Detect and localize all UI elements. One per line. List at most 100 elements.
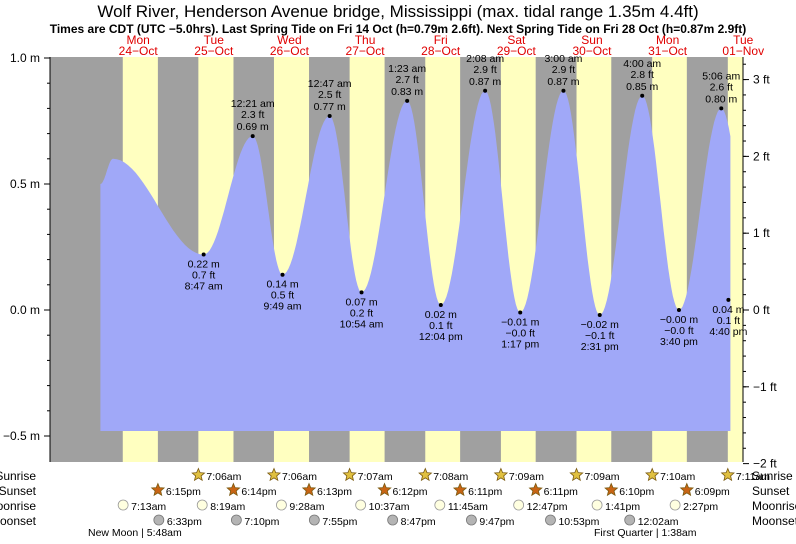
left-tick-label: 0.0 m bbox=[10, 303, 40, 317]
row-label-moonset-right: Moonset bbox=[752, 514, 796, 528]
sunset-icon bbox=[452, 482, 468, 497]
sunset-time: 6:10pm bbox=[619, 486, 654, 498]
moonset-icon bbox=[153, 514, 165, 526]
moonrise-time: 9:28am bbox=[289, 501, 324, 513]
sunrise-time: 7:09am bbox=[509, 471, 544, 483]
low-m-label: 0.02 m bbox=[425, 309, 457, 321]
tide-extreme-labels: 0.22 m0.7 ft8:47 am 12:21 am2.3 ft0.69 m 0… bbox=[185, 53, 748, 353]
day-name-label: Sat bbox=[507, 33, 526, 47]
tide-point bbox=[327, 113, 332, 118]
day-name-label: Mon bbox=[127, 33, 150, 47]
low-time-label: 12:04 pm bbox=[419, 331, 463, 343]
moonrise-time: 8:19am bbox=[210, 501, 245, 513]
moonset-time: 7:55pm bbox=[322, 516, 357, 528]
row-label-sunset-left: Sunset bbox=[0, 484, 37, 498]
high-m-label: 0.83 m bbox=[391, 86, 423, 98]
day-date-label: 27−Oct bbox=[346, 44, 386, 58]
moonrise-icon bbox=[117, 499, 129, 511]
axes: 1.0 m 0.5 m 0.0 m −0.5 m 3 ft 2 ft 1 ft 0 ft −1 … bbox=[3, 51, 777, 471]
right-tick-label: 1 ft bbox=[753, 226, 770, 240]
moonrise-icon bbox=[591, 499, 603, 511]
chart-title: Wolf River, Henderson Avenue bridge, Mis… bbox=[97, 2, 698, 21]
astronomy-rows: Sunrise Sunset Moonrise Moonset Sunrise … bbox=[0, 469, 796, 539]
sunset-time: 6:14pm bbox=[241, 486, 276, 498]
moonset-time: 6:33pm bbox=[167, 516, 202, 528]
moonset-time: 12:02am bbox=[638, 516, 679, 528]
sunset-time: 6:11pm bbox=[544, 486, 578, 498]
moonrise-icon bbox=[434, 499, 446, 511]
day-name-label: Fri bbox=[434, 33, 448, 47]
low-ft-label: −0.1 ft bbox=[585, 330, 615, 342]
high-time-label: 5:06 am bbox=[702, 70, 740, 82]
low-time-label: 2:31 pm bbox=[581, 341, 619, 353]
moonset-icon bbox=[387, 514, 399, 526]
tide-point bbox=[726, 297, 731, 302]
low-time-label: 1:17 pm bbox=[501, 339, 539, 351]
low-ft-label: 0.2 ft bbox=[350, 307, 373, 319]
row-label-moonrise-left: Moonrise bbox=[0, 499, 36, 513]
low-time-label: 4:40 pm bbox=[709, 326, 747, 338]
moonset-icon bbox=[230, 514, 242, 526]
sunrise-time: 7:09am bbox=[585, 471, 620, 483]
tide-point bbox=[561, 88, 566, 93]
sunset-icon bbox=[301, 482, 317, 497]
moonrise-icon bbox=[513, 499, 525, 511]
moonset-icon bbox=[545, 514, 556, 526]
high-m-label: 0.85 m bbox=[626, 81, 658, 93]
low-time-label: 3:40 pm bbox=[660, 336, 698, 348]
high-ft-label: 2.9 ft bbox=[473, 64, 496, 76]
row-label-sunset-right: Sunset bbox=[752, 484, 790, 498]
low-time-label: 10:54 am bbox=[340, 318, 384, 330]
low-ft-label: 0.7 ft bbox=[192, 270, 215, 282]
moonrise-time: 1:41pm bbox=[605, 501, 640, 513]
moonrise-time: 2:27pm bbox=[683, 501, 718, 513]
low-m-label: −0.02 m bbox=[581, 319, 619, 331]
right-tick-label: −1 ft bbox=[753, 380, 777, 394]
moonrise-icon bbox=[196, 499, 208, 511]
sunrise-icon bbox=[720, 467, 735, 482]
sunrise-time: 7:10am bbox=[660, 471, 695, 483]
tide-point bbox=[405, 98, 410, 103]
moonrise-time: 12:47pm bbox=[527, 501, 568, 513]
daylight-band bbox=[727, 57, 743, 462]
high-ft-label: 2.7 ft bbox=[395, 74, 418, 86]
tide-point bbox=[483, 88, 488, 93]
plot-area bbox=[50, 57, 743, 462]
low-m-label: 0.14 m bbox=[266, 279, 298, 291]
sunset-icon bbox=[528, 482, 543, 497]
high-time-label: 4:00 am bbox=[623, 58, 661, 70]
day-name-label: Wed bbox=[277, 33, 301, 47]
sunrise-time: 7:07am bbox=[358, 471, 393, 483]
day-name-label: Mon bbox=[656, 33, 679, 47]
tide-point bbox=[438, 302, 443, 307]
low-time-label: 8:47 am bbox=[185, 281, 223, 293]
low-ft-label: −0.0 ft bbox=[505, 328, 535, 340]
sunset-icon bbox=[679, 482, 694, 497]
day-labels: Mon24−OctTue25−OctWed26−OctThu27−OctFri2… bbox=[119, 33, 764, 58]
moonset-time: 9:47pm bbox=[479, 516, 514, 528]
sunset-time: 6:09pm bbox=[695, 486, 730, 498]
low-m-label: −0.00 m bbox=[660, 314, 698, 326]
sunset-icon bbox=[604, 482, 619, 497]
day-date-label: 01−Nov bbox=[722, 44, 764, 58]
sunrise-time: 7:11am bbox=[736, 471, 770, 483]
right-tick-label: 0 ft bbox=[753, 303, 770, 317]
right-tick-label: 2 ft bbox=[753, 149, 770, 163]
low-m-label: −0.01 m bbox=[501, 317, 539, 329]
tide-point bbox=[719, 106, 724, 111]
day-name-label: Thu bbox=[355, 33, 376, 47]
day-name-label: Sun bbox=[581, 33, 602, 47]
sunset-time: 6:12pm bbox=[393, 486, 428, 498]
row-label-sunrise-right: Sunrise bbox=[752, 469, 793, 483]
tide-area bbox=[100, 90, 731, 432]
moonrise-icon bbox=[276, 499, 287, 511]
moonrise-time: 11:45am bbox=[448, 501, 488, 513]
moonrise-icon bbox=[355, 499, 367, 511]
low-ft-label: 0.5 ft bbox=[271, 290, 294, 302]
sunset-icon bbox=[226, 482, 241, 497]
right-tick-label: 3 ft bbox=[753, 73, 770, 87]
high-m-label: 0.69 m bbox=[237, 121, 269, 133]
moonset-icon bbox=[624, 514, 636, 526]
high-time-label: 2:08 am bbox=[466, 53, 504, 65]
